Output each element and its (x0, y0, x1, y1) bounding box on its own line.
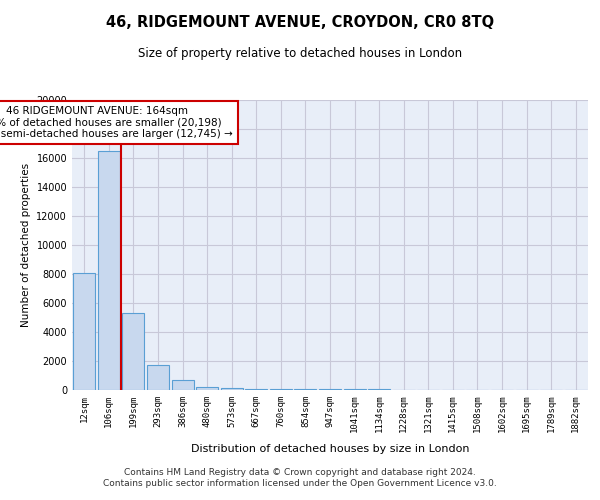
Text: Size of property relative to detached houses in London: Size of property relative to detached ho… (138, 48, 462, 60)
Text: Contains HM Land Registry data © Crown copyright and database right 2024.
Contai: Contains HM Land Registry data © Crown c… (103, 468, 497, 487)
Bar (270, 389, 292, 390)
Y-axis label: Number of detached properties: Number of detached properties (21, 163, 31, 327)
Bar (172, 380, 194, 390)
Bar (147, 366, 169, 390)
Bar (245, 388, 268, 390)
Bar (295, 389, 316, 390)
X-axis label: Distribution of detached houses by size in London: Distribution of detached houses by size … (191, 444, 469, 454)
Text: 46 RIDGEMOUNT AVENUE: 164sqm
← 61% of detached houses are smaller (20,198)
39% o: 46 RIDGEMOUNT AVENUE: 164sqm ← 61% of de… (0, 106, 232, 139)
Bar (196, 387, 218, 390)
Bar (221, 388, 243, 390)
Bar (73, 272, 95, 390)
Bar (122, 313, 145, 390)
Text: 46, RIDGEMOUNT AVENUE, CROYDON, CR0 8TQ: 46, RIDGEMOUNT AVENUE, CROYDON, CR0 8TQ (106, 15, 494, 30)
Bar (98, 151, 120, 390)
